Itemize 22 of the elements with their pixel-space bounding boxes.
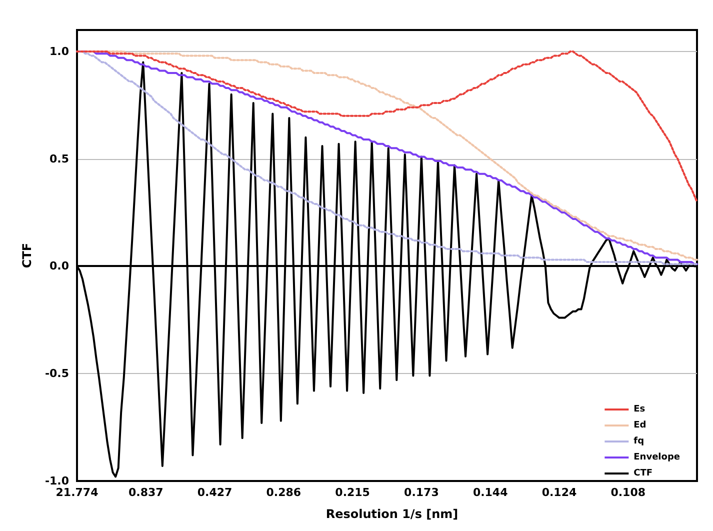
x-tick-label: 0.124 <box>542 486 577 499</box>
line-series <box>76 50 698 203</box>
y-tick-label: 0.5 <box>50 152 69 166</box>
x-tick-label: 0.837 <box>128 486 164 499</box>
x-tick-label: 0.108 <box>610 486 646 499</box>
y-tick-label: 1.0 <box>50 44 70 58</box>
y-tick-label: -0.5 <box>44 367 69 380</box>
legend-label: Es <box>634 404 646 414</box>
x-tick-label: 21.774 <box>56 486 99 499</box>
y-tick-label: -1.0 <box>44 474 70 488</box>
legend-label: CTF <box>634 468 653 478</box>
y-axis-title: CTF <box>20 242 34 268</box>
x-tick-label: 0.173 <box>404 486 439 499</box>
legend-label: Ed <box>634 420 646 430</box>
x-axis-title: Resolution 1/s [nm] <box>326 507 458 521</box>
x-tick-label: 0.286 <box>266 486 302 499</box>
legend-label: fq <box>634 436 644 446</box>
legend-label: Envelope <box>634 452 680 462</box>
y-tick-label: 0.0 <box>50 260 70 273</box>
x-tick-label: 0.144 <box>472 486 508 499</box>
x-tick-label: 0.427 <box>197 486 232 499</box>
x-tick-label: 0.215 <box>335 486 370 499</box>
